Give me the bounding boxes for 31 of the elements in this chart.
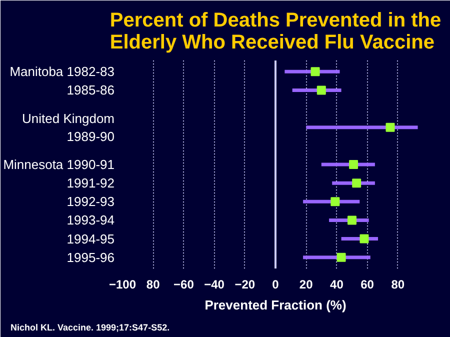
- point: [348, 216, 356, 225]
- y-tick-label: 1992-93: [66, 194, 115, 210]
- x-tick-label: −60: [174, 278, 194, 292]
- point: [316, 86, 326, 95]
- y-tick-label: Manitoba 1982-83: [10, 64, 115, 80]
- x-axis-title: Prevented Fraction (%): [204, 298, 346, 312]
- point: [336, 252, 346, 262]
- x-tick-label: 80: [146, 278, 160, 292]
- x-tick-label: −100: [108, 278, 136, 292]
- y-tick-label: 1995-96: [66, 250, 115, 265]
- x-tick-label: 20: [299, 278, 314, 292]
- x-tick-label: 0: [272, 278, 280, 292]
- y-tick-label: 1994-95: [66, 231, 115, 246]
- x-tick-label: −20: [234, 278, 256, 292]
- point: [386, 122, 395, 132]
- text: Nichol KL. Vaccine. 1999;17:S47-S52.: [10, 322, 170, 332]
- point: [352, 178, 362, 188]
- x-tick-label: 60: [360, 278, 374, 292]
- x-tick-label: 80: [391, 278, 405, 292]
- point: [349, 160, 358, 169]
- chart-title: Percent of Deaths Prevented in the Elderly Who Received Flu Vaccine: [110, 10, 442, 54]
- point: [360, 234, 369, 244]
- y-tick-label: Minnesota 1990-91: [3, 157, 115, 172]
- y-tick-label: 1993-94: [66, 212, 115, 228]
- y-tick-label: 1985-86: [66, 82, 115, 98]
- x-tick-label: 40: [330, 278, 344, 292]
- point: [330, 197, 340, 206]
- y-tick-label: United Kingdom 1989-90: [22, 110, 115, 144]
- y-tick-label: 1991-92: [66, 176, 115, 191]
- x-tick-label: −40: [204, 278, 225, 292]
- point: [310, 67, 320, 76]
